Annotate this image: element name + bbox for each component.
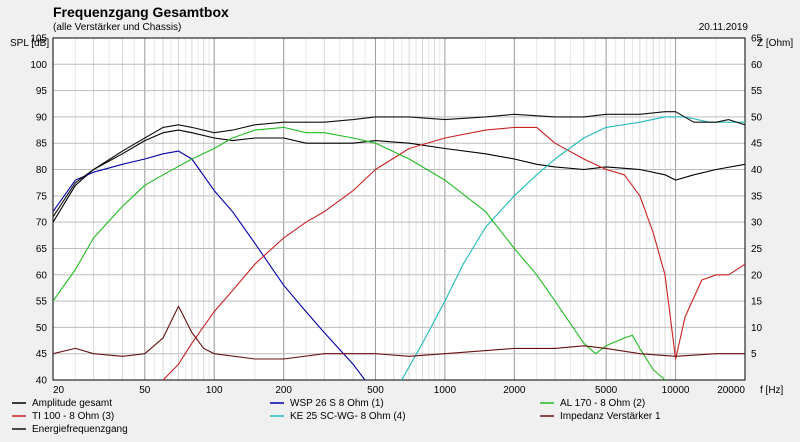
y2-tick-label: 15 xyxy=(751,297,763,308)
legend-item: KE 25 SC-WG- 8 Ohm (4) xyxy=(290,411,406,422)
y2-tick-label: 35 xyxy=(751,191,763,202)
chart-subtitle: (alle Verstärker und Chassis) xyxy=(53,22,182,33)
y2-tick-label: 65 xyxy=(751,34,763,45)
y-tick-label: 80 xyxy=(36,165,48,176)
series-line-7 xyxy=(53,111,745,218)
x-tick-label: 5000 xyxy=(595,385,618,396)
y2-axis-label: Z [Ohm] xyxy=(757,38,793,49)
x-axis-label: f [Hz] xyxy=(760,385,784,396)
y-tick-label: 40 xyxy=(36,376,48,387)
series-line-1 xyxy=(53,129,745,223)
y-axis-label: SPL [dB] xyxy=(10,38,49,49)
chart-title: Frequenzgang Gesamtbox xyxy=(53,4,229,20)
y2-tick-label: 5 xyxy=(751,349,757,360)
plot-area xyxy=(53,38,745,380)
x-tick-label: 500 xyxy=(367,385,384,396)
y2-tick-label: 50 xyxy=(751,112,763,123)
legend-item: WSP 26 S 8 Ohm (1) xyxy=(290,398,384,409)
series-line-3 xyxy=(162,126,745,380)
x-tick-label: 200 xyxy=(275,385,292,396)
y2-tick-label: 55 xyxy=(751,86,763,97)
y-tick-label: 105 xyxy=(30,34,47,45)
x-tick-label: 20 xyxy=(53,385,65,396)
legend-item: Energiefrequenzgang xyxy=(32,424,128,435)
y-tick-label: 95 xyxy=(36,86,48,97)
y-tick-label: 75 xyxy=(36,191,48,202)
x-tick-label: 1000 xyxy=(434,385,457,396)
legend-item: AL 170 - 8 Ohm (2) xyxy=(560,398,645,409)
chart-date: 20.11.2019 xyxy=(698,22,748,33)
y-tick-label: 100 xyxy=(30,60,47,71)
legend-item: TI 100 - 8 Ohm (3) xyxy=(32,411,114,422)
x-tick-label: 100 xyxy=(206,385,223,396)
y2-tick-label: 10 xyxy=(751,323,763,334)
y2-tick-label: 25 xyxy=(751,244,763,255)
legend-item: Amplitude gesamt xyxy=(32,398,112,409)
y-tick-label: 85 xyxy=(36,139,48,150)
y-tick-label: 50 xyxy=(36,323,48,334)
x-tick-label: 2000 xyxy=(503,385,526,396)
series-line-4 xyxy=(401,116,745,380)
y2-tick-label: 40 xyxy=(751,165,763,176)
y-tick-label: 70 xyxy=(36,218,48,229)
y-tick-label: 60 xyxy=(36,270,48,281)
series-line-6 xyxy=(53,305,745,360)
y2-tick-label: 20 xyxy=(751,270,763,281)
y-tick-label: 90 xyxy=(36,112,48,123)
series-line-5 xyxy=(53,126,666,380)
y-tick-label: 45 xyxy=(36,349,48,360)
y2-tick-label: 30 xyxy=(751,218,763,229)
x-tick-label: 50 xyxy=(139,385,151,396)
y2-tick-label: 45 xyxy=(751,139,763,150)
y2-tick-label: 60 xyxy=(751,60,763,71)
x-tick-label: 20000 xyxy=(717,385,745,396)
plot-frame xyxy=(52,37,746,381)
y-tick-label: 65 xyxy=(36,244,48,255)
y-tick-label: 55 xyxy=(36,297,48,308)
x-tick-label: 10000 xyxy=(662,385,690,396)
series-line-2 xyxy=(53,150,366,380)
legend-item: Impedanz Verstärker 1 xyxy=(560,411,661,422)
